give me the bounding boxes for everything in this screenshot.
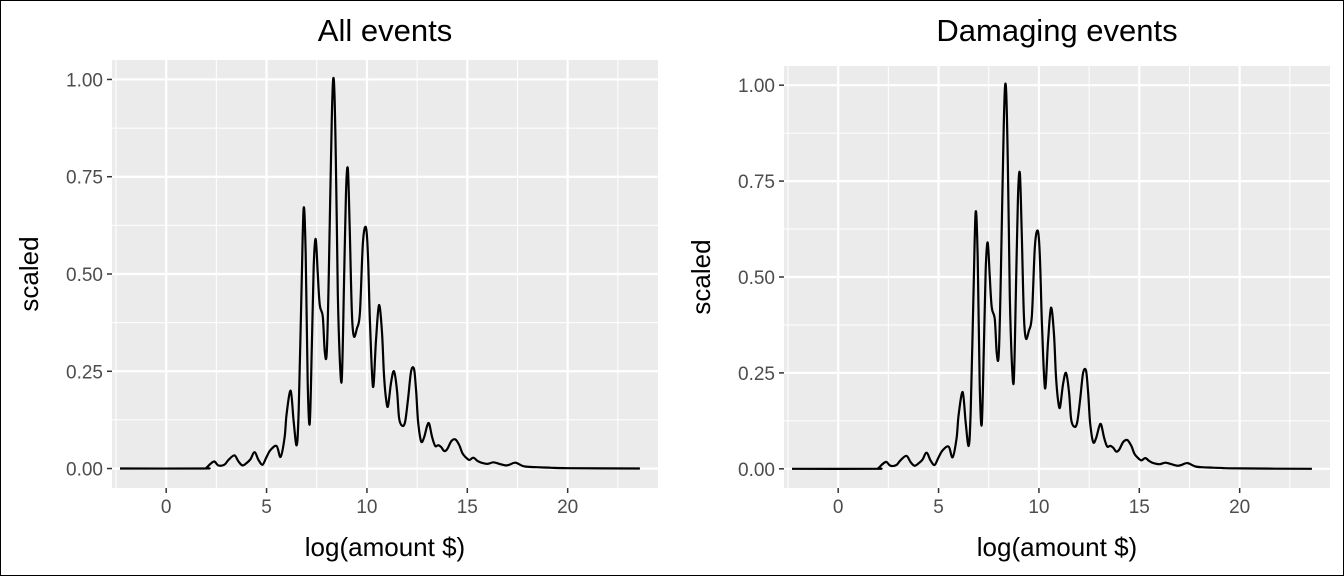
y-tick-label: 0.25 bbox=[66, 362, 103, 383]
x-tick-label: 5 bbox=[261, 497, 272, 518]
y-tick-label: 0.00 bbox=[66, 460, 103, 481]
series-line-1 bbox=[791, 82, 1312, 470]
chart-title: All events bbox=[318, 13, 452, 48]
x-tick-label: 20 bbox=[557, 497, 578, 518]
y-tick-label: 1.00 bbox=[738, 76, 775, 97]
x-tick-label: 15 bbox=[457, 497, 478, 518]
y-tick-label: 0.75 bbox=[66, 168, 103, 189]
y-axis-title: scaled bbox=[14, 236, 44, 311]
y-tick-label: 0.50 bbox=[738, 268, 775, 289]
y-tick-label: 1.00 bbox=[66, 70, 103, 91]
y-axis-title: scaled bbox=[686, 239, 716, 314]
x-tick-label: 0 bbox=[161, 497, 172, 518]
chart-panel-1: 0 5 10 15 20 0.00 0.25 0.50 0.75 1.00 All events lo… bbox=[14, 13, 658, 562]
chart-panel-2: 0 5 10 15 20 0.00 0.25 0.50 0.75 1.00 Damaging eve… bbox=[686, 13, 1330, 562]
y-tick-label: 0.50 bbox=[66, 265, 103, 286]
y-tick-label: 0.25 bbox=[738, 364, 775, 385]
x-tick-label: 5 bbox=[933, 497, 944, 518]
series-line-1 bbox=[119, 76, 640, 470]
x-tick-label: 20 bbox=[1229, 497, 1250, 518]
chart-title: Damaging events bbox=[936, 13, 1177, 48]
x-axis-title: log(amount $) bbox=[977, 532, 1137, 562]
x-tick-label: 15 bbox=[1129, 497, 1150, 518]
x-tick-label: 0 bbox=[833, 497, 844, 518]
y-tick-label: 0.75 bbox=[738, 172, 775, 193]
x-axis-title: log(amount $) bbox=[305, 532, 465, 562]
x-tick-label: 10 bbox=[356, 497, 377, 518]
x-tick-label: 10 bbox=[1028, 497, 1049, 518]
y-tick-label: 0.00 bbox=[738, 460, 775, 481]
